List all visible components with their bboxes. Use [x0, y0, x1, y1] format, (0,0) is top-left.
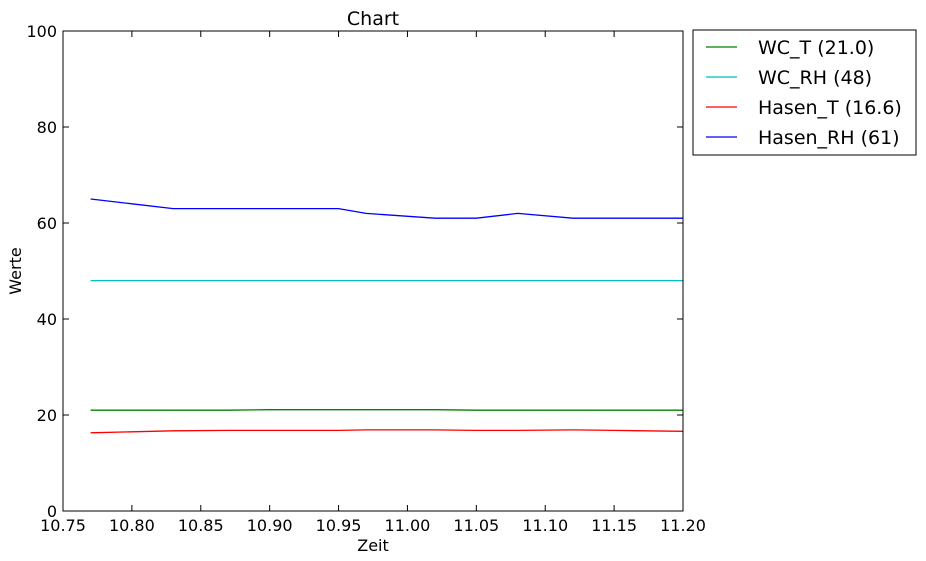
x-tick-label: 11.05	[453, 516, 499, 535]
x-tick-label: 10.95	[316, 516, 362, 535]
legend-label-0: WC_T (21.0)	[758, 37, 874, 59]
x-tick-label: 10.90	[247, 516, 293, 535]
legend-box	[692, 29, 917, 156]
x-tick-label: 11.00	[385, 516, 431, 535]
y-tick-label: 20	[37, 406, 57, 425]
y-tick-label: 0	[47, 502, 57, 521]
y-tick-label: 100	[26, 22, 57, 41]
x-axis-label: Zeit	[357, 536, 389, 555]
x-tick-label: 10.85	[178, 516, 224, 535]
y-tick-label: 60	[37, 214, 57, 233]
legend: WC_T (21.0) WC_RH (48) Hasen_T (16.6) Hasen…	[692, 29, 917, 156]
series-line-2	[90, 429, 684, 434]
ticks-layer: 10.75 10.80 10.85 10.90 10.95 11.00 11.05 11.10…	[26, 22, 705, 535]
y-tick-label: 80	[37, 118, 57, 137]
x-tick-label: 11.20	[660, 516, 706, 535]
series-layer	[90, 198, 684, 434]
series-line-3	[90, 198, 683, 219]
x-tick-label: 11.15	[591, 516, 637, 535]
x-tick-label: 10.75	[40, 516, 86, 535]
y-axis-label: Werte	[6, 247, 25, 294]
legend-label-2: Hasen_T (16.6)	[758, 97, 902, 119]
series-line-0	[90, 409, 683, 411]
x-tick-label: 11.10	[522, 516, 568, 535]
chart-title: Chart	[347, 8, 399, 30]
legend-label-1: WC_RH (48)	[758, 67, 872, 89]
legend-label-3: Hasen_RH (61)	[758, 127, 900, 149]
y-tick-label: 40	[37, 310, 57, 329]
plot-area-frame	[62, 30, 684, 512]
x-tick-label: 10.80	[109, 516, 155, 535]
